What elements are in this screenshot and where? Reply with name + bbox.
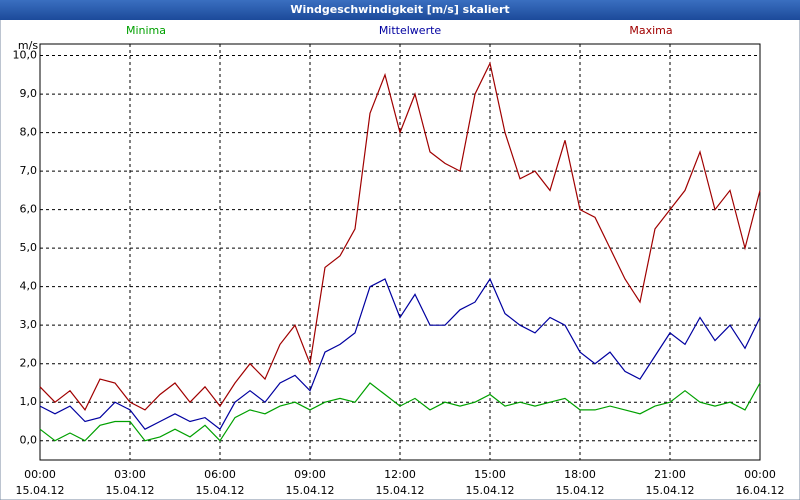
x-tick-date: 15.04.12 <box>646 484 695 497</box>
data-line <box>39 277 761 431</box>
y-tick-label: 9,0 <box>20 87 38 100</box>
x-tick-label: 09:00 <box>294 468 326 481</box>
x-tick-date: 15.04.12 <box>16 484 65 497</box>
legend-entry: Maxima <box>629 24 672 37</box>
title-bar <box>0 0 800 20</box>
x-tick-date: 15.04.12 <box>466 484 515 497</box>
y-tick-label: 7,0 <box>20 164 38 177</box>
x-tick-date: 15.04.12 <box>196 484 245 497</box>
x-tick-label: 18:00 <box>564 468 596 481</box>
x-tick-label: 12:00 <box>384 468 416 481</box>
x-tick-date: 16.04.12 <box>736 484 785 497</box>
chart-title: Windgeschwindigkeit [m/s] skaliert <box>290 3 509 16</box>
x-tick-label: 00:00 <box>744 468 776 481</box>
y-tick-label: 0,0 <box>20 434 38 447</box>
x-tick-date: 15.04.12 <box>376 484 425 497</box>
y-tick-label: 8,0 <box>20 126 38 139</box>
x-tick-label: 00:00 <box>24 468 56 481</box>
y-tick-label: 6,0 <box>20 203 38 216</box>
legend-entry: Mittelwerte <box>379 24 442 37</box>
x-tick-label: 21:00 <box>654 468 686 481</box>
y-tick-label: 5,0 <box>20 241 38 254</box>
x-tick-label: 15:00 <box>474 468 506 481</box>
y-tick-label: 3,0 <box>20 318 38 331</box>
x-tick-label: 03:00 <box>114 468 146 481</box>
x-tick-date: 15.04.12 <box>286 484 335 497</box>
legend-entry: Minima <box>126 24 166 37</box>
data-line <box>39 382 761 442</box>
y-tick-label: 10,0 <box>13 49 38 62</box>
x-tick-label: 06:00 <box>204 468 236 481</box>
x-tick-date: 15.04.12 <box>556 484 605 497</box>
data-line <box>39 61 761 412</box>
x-tick-date: 15.04.12 <box>106 484 155 497</box>
y-tick-label: 1,0 <box>20 395 38 408</box>
y-tick-label: 4,0 <box>20 280 38 293</box>
y-tick-label: 2,0 <box>20 357 38 370</box>
y-unit: m/s <box>18 39 38 52</box>
